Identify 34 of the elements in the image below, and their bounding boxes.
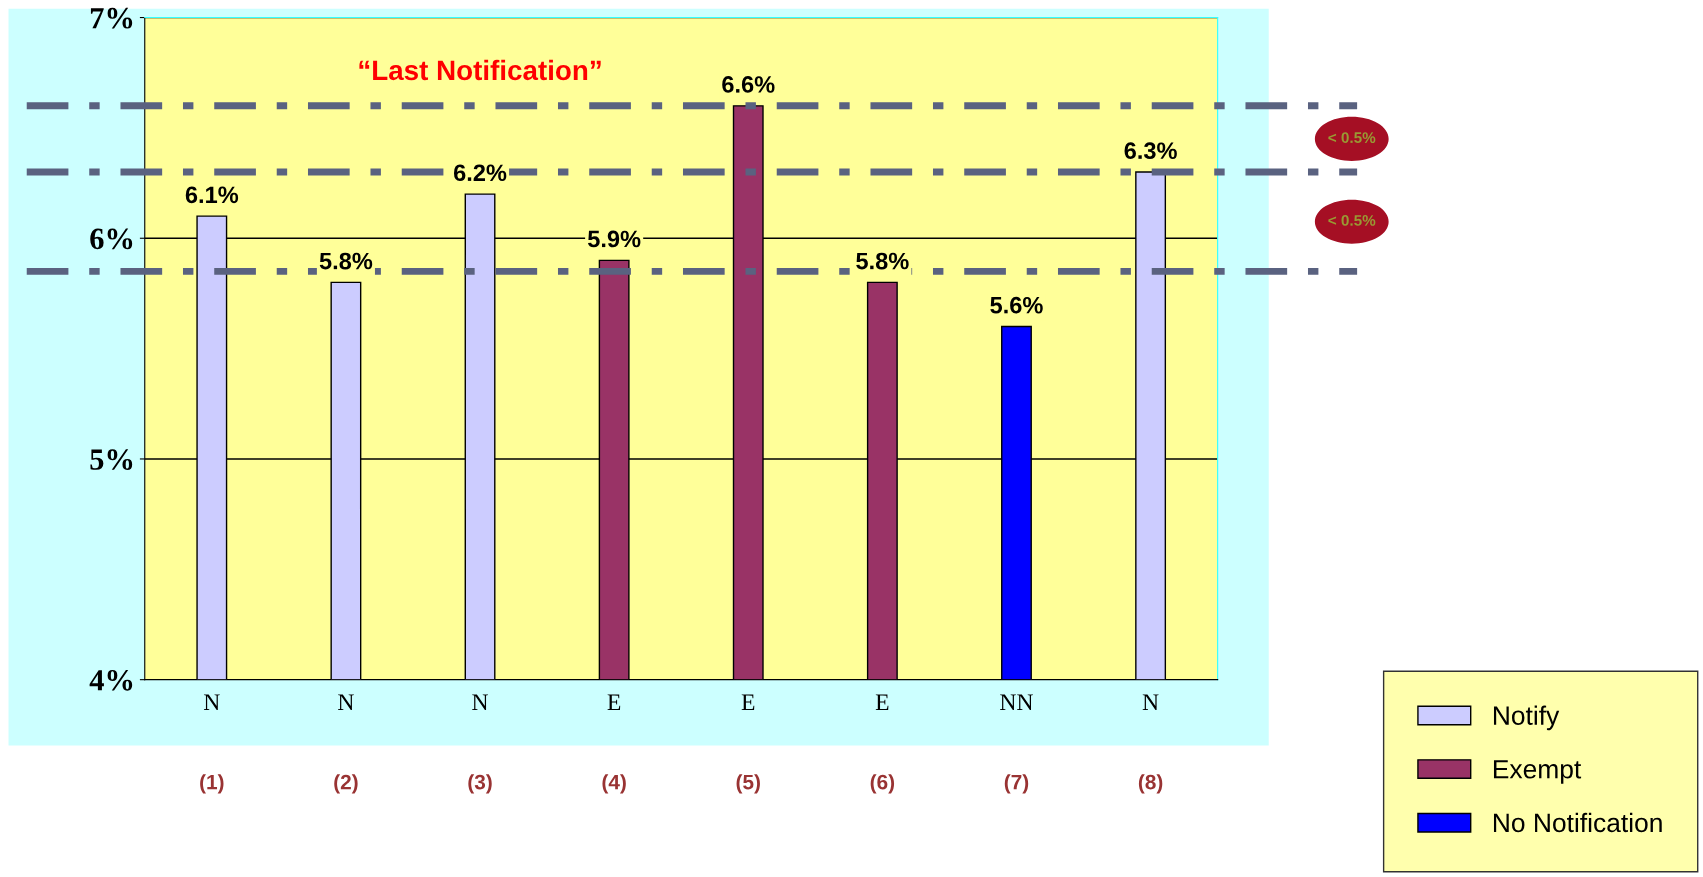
text: 6.6%	[722, 76, 775, 93]
text: (6)	[870, 774, 895, 794]
text: 6.1%	[185, 186, 239, 204]
x-tick-label: E	[741, 694, 755, 710]
y-tick-label: 7%	[90, 7, 133, 29]
x-tick-label: N	[338, 694, 354, 710]
text: (2)	[334, 774, 358, 794]
text: < 0.5%	[1328, 132, 1376, 144]
x-tick-label: NN	[1000, 694, 1033, 710]
annotation: “Last Notification”	[359, 59, 601, 81]
y-tick-label: 4%	[89, 669, 133, 691]
x-tick-label: N	[203, 694, 220, 710]
text: 5.6%	[990, 296, 1043, 314]
text: (4)	[602, 774, 626, 794]
text: 5.8%	[319, 252, 373, 270]
x-tick-label: E	[875, 694, 889, 710]
legend-label: Exempt	[1493, 760, 1582, 784]
text: 6.2%	[453, 164, 507, 182]
text: 6.3%	[1124, 142, 1177, 160]
text: < 0.5%	[1328, 214, 1376, 226]
text: (5)	[736, 774, 760, 794]
text: (8)	[1138, 774, 1163, 794]
text: (7)	[1004, 774, 1029, 794]
x-tick-label: N	[472, 694, 489, 710]
x-tick-label: N	[1142, 694, 1159, 710]
legend-label: No Notification	[1493, 812, 1662, 833]
y-tick-label: 6%	[90, 228, 133, 250]
legend-label: Notify	[1493, 705, 1560, 731]
text: 5.9%	[587, 230, 641, 248]
x-tick-label: E	[607, 694, 621, 710]
text: (3)	[468, 774, 492, 794]
y-tick-label: 5%	[90, 449, 133, 470]
text: 5.8%	[856, 252, 909, 270]
text: (1)	[200, 774, 224, 794]
